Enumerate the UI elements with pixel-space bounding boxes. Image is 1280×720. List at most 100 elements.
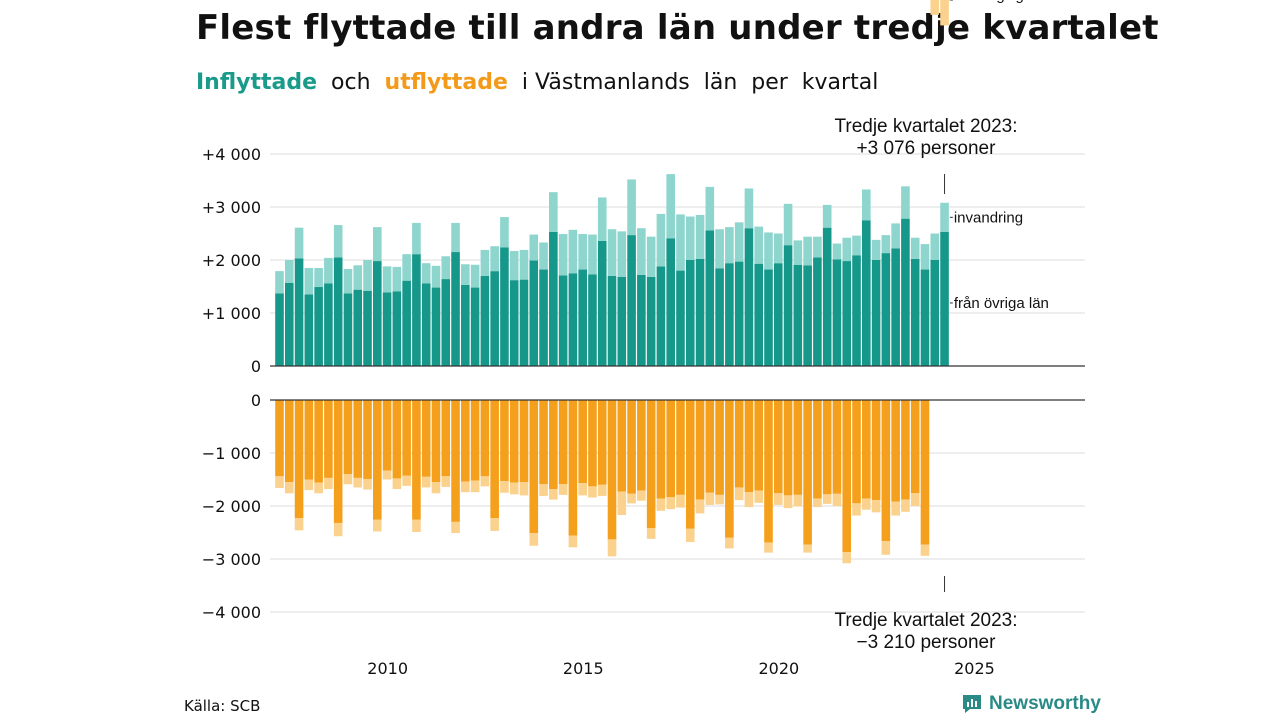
newsworthy-logo-icon <box>963 695 981 713</box>
bar-fran-ovriga-lan <box>871 260 881 366</box>
bar-invandring <box>392 266 402 292</box>
bar-fran-ovriga-lan <box>529 260 539 366</box>
bar-invandring <box>871 239 881 260</box>
bar-invandring <box>588 234 597 275</box>
bar-till-ovriga-lan <box>744 400 754 493</box>
bar-invandring <box>637 228 646 275</box>
bar-invandring <box>813 236 822 258</box>
bar-invandring <box>314 267 323 288</box>
bar-invandring <box>304 267 314 295</box>
bar-till-ovriga-lan <box>910 400 920 494</box>
bar-fran-ovriga-lan <box>617 276 627 366</box>
bar-invandring <box>343 269 353 294</box>
y-tick-label-bottom: −3 000 <box>202 550 261 569</box>
bar-invandring <box>744 188 754 229</box>
bar-till-ovriga-lan <box>294 400 304 519</box>
bar-till-ovriga-lan <box>705 400 715 493</box>
bar-fran-ovriga-lan <box>832 259 842 366</box>
bar-utvandring <box>832 493 842 506</box>
y-tick-label-top: 0 <box>251 357 261 376</box>
bar-utvandring <box>803 544 812 553</box>
brand-logo: Newsworthy <box>961 693 1101 715</box>
bar-fran-ovriga-lan <box>940 231 949 366</box>
bar-utvandring <box>431 482 441 494</box>
bar-utvandring <box>676 494 685 508</box>
x-tick-label: 2015 <box>563 659 604 678</box>
bar-invandring <box>294 227 304 259</box>
bar-utvandring <box>558 484 568 495</box>
bar-invandring <box>783 203 793 246</box>
bar-fran-ovriga-lan <box>637 274 646 366</box>
bar-till-ovriga-lan <box>461 400 470 482</box>
bar-fran-ovriga-lan <box>461 284 470 366</box>
bar-till-ovriga-lan <box>666 400 675 497</box>
bar-invandring <box>490 246 499 272</box>
bar-invandring <box>597 197 607 241</box>
bar-utvandring <box>901 499 910 512</box>
bar-fran-ovriga-lan <box>685 260 695 366</box>
bar-invandring <box>373 227 382 262</box>
subtitle-rest: i Västmanlands län per kvartal <box>521 70 879 95</box>
bar-invandring <box>519 249 529 280</box>
bar-invandring <box>842 237 852 262</box>
bar-utvandring <box>783 495 793 509</box>
bar-till-ovriga-lan <box>881 400 891 541</box>
bar-till-ovriga-lan <box>333 400 343 523</box>
bar-fran-ovriga-lan <box>392 291 402 366</box>
bar-fran-ovriga-lan <box>431 287 441 366</box>
bar-fran-ovriga-lan <box>343 293 353 366</box>
bar-fran-ovriga-lan <box>910 258 920 366</box>
bar-fran-ovriga-lan <box>764 269 773 366</box>
subtitle-utflyttade: utflyttade <box>384 70 508 95</box>
bar-till-ovriga-lan <box>637 400 646 491</box>
bar-till-ovriga-lan <box>715 400 724 495</box>
bar-till-ovriga-lan <box>382 400 392 471</box>
bar-till-ovriga-lan <box>509 400 519 483</box>
bar-invandring <box>451 222 460 253</box>
bar-fran-ovriga-lan <box>822 227 832 366</box>
bar-till-ovriga-lan <box>754 400 764 491</box>
bar-fran-ovriga-lan <box>891 248 900 366</box>
bar-till-ovriga-lan <box>920 400 930 545</box>
bar-fran-ovriga-lan <box>783 245 793 366</box>
bar-till-ovriga-lan <box>725 400 734 538</box>
bar-till-ovriga-lan <box>490 400 499 519</box>
label-invandring: invandring <box>954 209 1023 226</box>
bar-utvandring <box>461 481 470 493</box>
bar-utvandring <box>715 494 724 505</box>
bar-fran-ovriga-lan <box>470 287 480 366</box>
bar-fran-ovriga-lan <box>813 257 822 366</box>
bar-utvandring <box>754 490 764 503</box>
bar-invandring <box>930 233 940 260</box>
bar-till-ovriga-lan <box>764 400 773 543</box>
bar-invandring <box>822 204 832 228</box>
x-tick-label: 2020 <box>759 659 800 678</box>
bar-invandring <box>773 233 783 264</box>
bar-invandring <box>324 257 333 284</box>
bar-invandring <box>676 214 685 271</box>
bar-till-ovriga-lan <box>852 400 861 504</box>
bar-utvandring <box>421 476 431 488</box>
bar-invandring <box>666 174 675 239</box>
y-tick-label-top: +4 000 <box>202 145 261 164</box>
bar-utvandring <box>412 519 421 532</box>
bar-till-ovriga-lan <box>373 400 382 520</box>
bar-utvandring <box>813 498 822 508</box>
bar-utvandring <box>940 0 949 26</box>
bar-utvandring <box>666 496 675 510</box>
bar-utvandring <box>402 475 411 486</box>
bar-fran-ovriga-lan <box>646 276 656 366</box>
bar-till-ovriga-lan <box>813 400 822 499</box>
bar-invandring <box>754 226 764 264</box>
bar-fran-ovriga-lan <box>627 235 636 366</box>
bar-utvandring <box>490 518 499 531</box>
bar-utvandring <box>353 477 363 488</box>
bar-utvandring <box>363 478 372 490</box>
bar-utvandring <box>725 537 734 549</box>
bar-invandring <box>284 260 294 283</box>
bar-invandring <box>549 192 558 232</box>
bar-utvandring <box>294 518 304 531</box>
bar-fran-ovriga-lan <box>353 289 363 366</box>
bar-invandring <box>578 234 587 270</box>
bar-fran-ovriga-lan <box>852 255 861 366</box>
